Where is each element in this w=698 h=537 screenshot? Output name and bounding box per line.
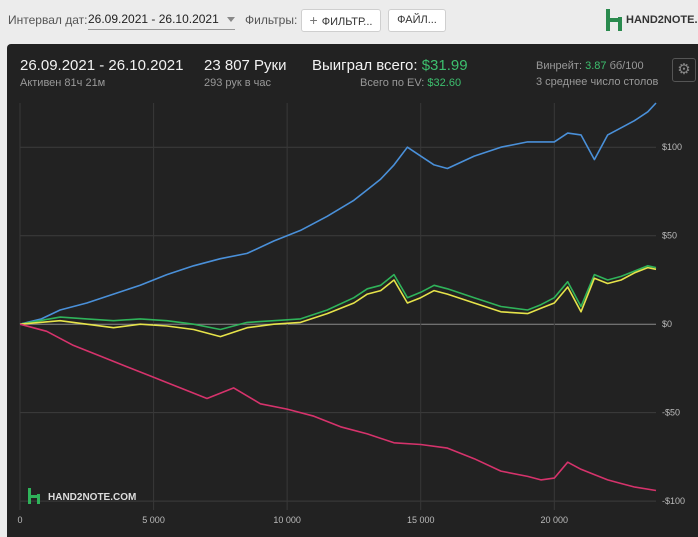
hands-count: 23 807 Руки xyxy=(204,57,287,74)
date-interval-select[interactable]: 26.09.2021 - 26.10.2021 xyxy=(88,10,235,30)
series-line-0 xyxy=(19,102,657,325)
x-tick-label: 15 000 xyxy=(407,515,435,525)
winrate-unit: бб/100 xyxy=(609,60,644,72)
x-tick-label: 20 000 xyxy=(541,515,569,525)
x-tick-label: 0 xyxy=(17,515,22,525)
gear-icon: ⚙ xyxy=(677,61,691,78)
settings-button[interactable]: ⚙ xyxy=(672,58,696,82)
file-button[interactable]: ФАЙЛ... xyxy=(388,9,446,32)
y-tick-label: $100 xyxy=(662,142,682,152)
toolbar: Интервал дат: 26.09.2021 - 26.10.2021 Фи… xyxy=(0,0,698,40)
filter-button-label: ФИЛЬТР... xyxy=(321,16,373,28)
y-tick-label: $50 xyxy=(662,231,677,241)
file-button-label: ФАЙЛ... xyxy=(397,14,437,26)
hands-per-hour: 293 рук в час xyxy=(204,77,272,89)
filters-label: Фильтры: xyxy=(245,13,298,27)
total-won-value: $31.99 xyxy=(421,57,468,74)
series-line-2 xyxy=(19,266,657,338)
avg-tables: 3 среднее число столов xyxy=(536,76,659,88)
chevron-down-icon xyxy=(226,17,235,22)
filter-button[interactable]: + ФИЛЬТР... xyxy=(301,9,381,32)
watermark-logo-mark-right xyxy=(37,494,40,504)
total-ev-label: Всего по EV: xyxy=(360,77,425,89)
chart-series xyxy=(19,102,657,492)
y-tick-label: $0 xyxy=(662,319,672,329)
x-tick-label: 10 000 xyxy=(273,515,301,525)
y-tick-label: -$50 xyxy=(662,408,680,418)
plus-icon: + xyxy=(309,12,318,28)
winrate-value: 3.87 xyxy=(585,60,607,72)
hand2note-logo-icon xyxy=(606,9,622,31)
total-won: Выиграл всего: $31.99 xyxy=(312,57,468,74)
total-ev-value: $32.60 xyxy=(427,77,462,89)
watermark-text: HAND2NOTE.COM xyxy=(48,492,136,503)
y-tick-labels: $100 $50 $0 -$50 -$100 xyxy=(662,142,685,506)
date-interval-label: Интервал дат: xyxy=(8,13,88,27)
winrate: Винрейт: 3.87 бб/100 xyxy=(536,60,644,72)
active-time: Активен 81ч 21м xyxy=(20,77,106,89)
x-tick-label: 5 000 xyxy=(142,515,165,525)
watermark-logo-mark-mid xyxy=(28,495,40,498)
watermark-logo: HAND2NOTE.COM xyxy=(28,488,136,504)
date-range-title: 26.09.2021 - 26.10.2021 xyxy=(20,57,184,74)
winrate-label: Винрейт: xyxy=(536,60,583,72)
date-interval-value: 26.09.2021 - 26.10.2021 xyxy=(88,12,219,26)
series-line-3 xyxy=(19,323,657,492)
y-tick-label: -$100 xyxy=(662,496,685,506)
total-won-label: Выиграл всего: xyxy=(312,57,418,74)
series-line-1 xyxy=(19,264,657,331)
brand-name: HAND2NOTE.COM xyxy=(626,14,698,26)
chart-grid xyxy=(19,103,656,510)
total-ev: Всего по EV: $32.60 xyxy=(360,77,461,89)
x-tick-labels: 0 5 000 10 000 15 000 20 000 xyxy=(17,515,568,525)
